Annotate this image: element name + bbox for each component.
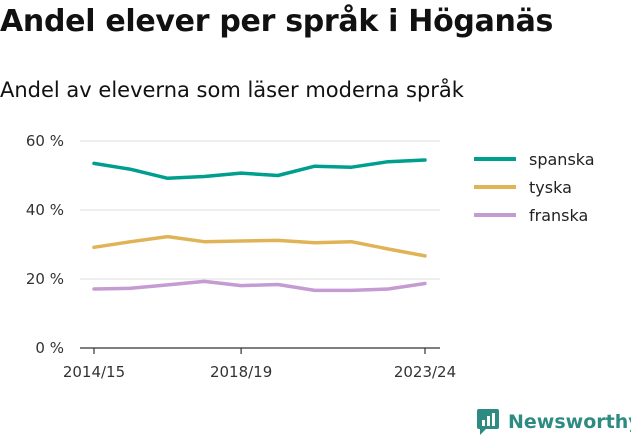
y-tick-label: 0 % <box>35 339 64 357</box>
series-line-tyska <box>92 234 427 258</box>
newsworthy-logo-text: Newsworthy <box>508 411 631 433</box>
x-tick-label: 2014/15 <box>63 363 125 381</box>
newsworthy-logo: Newsworthy <box>476 408 631 436</box>
legend-label-spanska: spanska <box>529 150 595 169</box>
x-tick-label: 2023/24 <box>394 363 456 381</box>
x-tick-label: 2018/19 <box>210 363 272 381</box>
y-tick-label: 40 % <box>26 201 64 219</box>
legend-label-tyska: tyska <box>529 178 572 197</box>
chart-title: Andel elever per språk i Höganäs <box>0 4 554 39</box>
series-line-franska <box>92 279 427 293</box>
chart-subtitle: Andel av eleverna som läser moderna språ… <box>0 78 464 102</box>
newsworthy-logo-icon <box>477 409 499 435</box>
y-tick-label: 60 % <box>26 132 64 150</box>
y-tick-label: 20 % <box>26 270 64 288</box>
series-line-spanska <box>92 158 427 181</box>
legend-label-franska: franska <box>529 206 588 225</box>
